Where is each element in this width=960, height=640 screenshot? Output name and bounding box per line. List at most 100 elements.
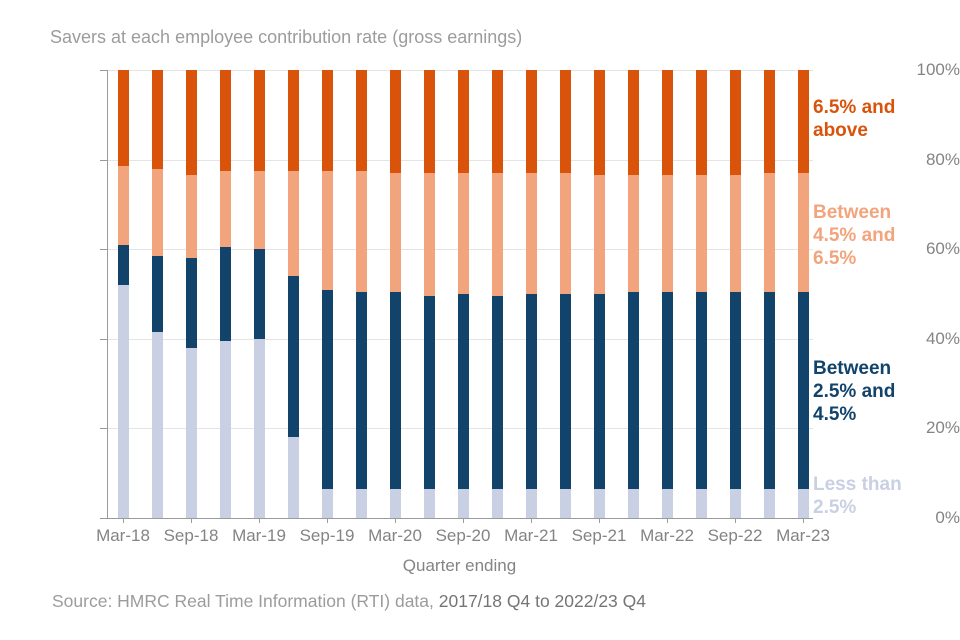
x-axis-tick: [395, 518, 396, 523]
bar-segment: [219, 341, 231, 518]
bar-segment: [287, 437, 299, 518]
bar-segment: [593, 488, 605, 518]
bar-segment: [525, 488, 537, 518]
legend-label-6-5-and-above: 6.5% and above: [813, 97, 896, 141]
bar-segment: [457, 488, 469, 518]
y-axis-tick: [100, 159, 107, 161]
y-axis-label: 60%: [925, 239, 960, 259]
bar-segment: [117, 244, 129, 286]
x-axis-label: Sep-22: [707, 526, 763, 545]
bar-segment: [491, 173, 503, 297]
bar-segment: [287, 70, 299, 171]
bar-segment: [151, 168, 163, 256]
bar-segment: [525, 70, 537, 174]
bar-segment: [695, 175, 707, 292]
bar-segment: [219, 246, 231, 342]
bar-segment: [423, 296, 435, 489]
y-axis-label: 80%: [925, 149, 960, 169]
source-note: Source: HMRC Real Time Information (RTI)…: [52, 591, 646, 612]
bar-segment: [389, 173, 401, 292]
bar-segment: [355, 170, 367, 292]
bar-segment: [423, 173, 435, 297]
bar-segment: [185, 258, 197, 348]
bar-segment: [491, 488, 503, 518]
bar-segment: [559, 173, 571, 294]
bar-segment: [797, 488, 809, 518]
bar-segment: [661, 291, 673, 489]
bar-segment: [457, 294, 469, 489]
bar-segment: [491, 296, 503, 489]
bar-segment: [729, 175, 741, 292]
bar-segment: [151, 332, 163, 518]
y-axis-label: 20%: [925, 418, 960, 438]
plot-area: Mar-18 Sep-18 Mar-19 Sep-19 Mar-20 Sep-20 Mar-…: [96, 70, 830, 545]
bar-segment: [185, 175, 197, 259]
bar-segment: [117, 285, 129, 518]
bar-segment: [593, 70, 605, 176]
legend-label-between-2-5-and-4-5: Between 2.5% and 4.5%: [813, 358, 896, 425]
bar-segment: [559, 70, 571, 174]
bar-segment: [321, 289, 333, 489]
x-axis-tick: [463, 518, 464, 523]
x-axis-tick: [735, 518, 736, 523]
source-period: 2017/18 Q4 to 2022/23 Q4: [438, 591, 646, 611]
bar-segment: [185, 70, 197, 176]
bar-segment: [423, 488, 435, 518]
bar-segment: [729, 291, 741, 489]
bar-segment: [593, 294, 605, 489]
bar-segment: [151, 255, 163, 333]
bar-segment: [593, 175, 605, 294]
bar-segment: [253, 70, 265, 171]
bar-segment: [355, 291, 367, 489]
bar-segment: [219, 70, 231, 171]
y-axis-tick: [100, 70, 107, 71]
x-axis-label: Mar-21: [504, 526, 558, 545]
bar-segment: [797, 70, 809, 174]
x-axis-label: Sep-18: [163, 526, 219, 545]
bar-segment: [117, 70, 129, 167]
x-axis-tick: [531, 518, 532, 523]
bar-segment: [763, 70, 775, 174]
y-axis-tick: [100, 249, 107, 251]
x-axis-tick: [327, 518, 328, 523]
y-axis-label: 100%: [916, 60, 960, 79]
x-axis-title: Quarter ending: [402, 556, 517, 575]
bar-segment: [627, 70, 639, 176]
bar-segment: [117, 166, 129, 245]
bar-segment: [797, 291, 809, 489]
bar-segment: [457, 70, 469, 174]
bar-segment: [695, 488, 707, 518]
bar-segment: [525, 294, 537, 489]
bar-segment: [355, 488, 367, 518]
x-axis-label: Mar-19: [232, 526, 286, 545]
x-axis-tick: [667, 518, 668, 523]
bar-segment: [253, 170, 265, 250]
x-axis-label: Mar-22: [640, 526, 694, 545]
x-axis-label: Mar-23: [776, 526, 830, 545]
bar-segment: [627, 175, 639, 292]
bar-segment: [185, 347, 197, 518]
bar-segment: [151, 70, 163, 169]
bar-segment: [287, 170, 299, 277]
x-axis-label: Sep-21: [571, 526, 627, 545]
x-axis-label: Mar-20: [368, 526, 422, 545]
bar-segment: [491, 70, 503, 174]
bar-segment: [321, 170, 333, 290]
bar-segment: [661, 175, 673, 292]
bar-segment: [321, 70, 333, 171]
x-axis-label: Sep-19: [299, 526, 355, 545]
bar-segment: [389, 70, 401, 174]
bar-segment: [457, 173, 469, 294]
bar-segment: [559, 294, 571, 489]
bar-segment: [797, 173, 809, 292]
x-axis-tick: [803, 518, 804, 523]
legend-label-between-4-5-and-6-5: Between 4.5% and 6.5%: [813, 202, 896, 269]
y-axis-tick: [100, 338, 107, 340]
source-prefix: Source: HMRC Real Time Information (RTI)…: [52, 591, 439, 611]
bar-segment: [695, 291, 707, 489]
bar-segment: [695, 70, 707, 176]
bar-segment: [729, 70, 741, 176]
bar-segment: [627, 488, 639, 518]
x-axis-label: Mar-18: [96, 526, 150, 545]
